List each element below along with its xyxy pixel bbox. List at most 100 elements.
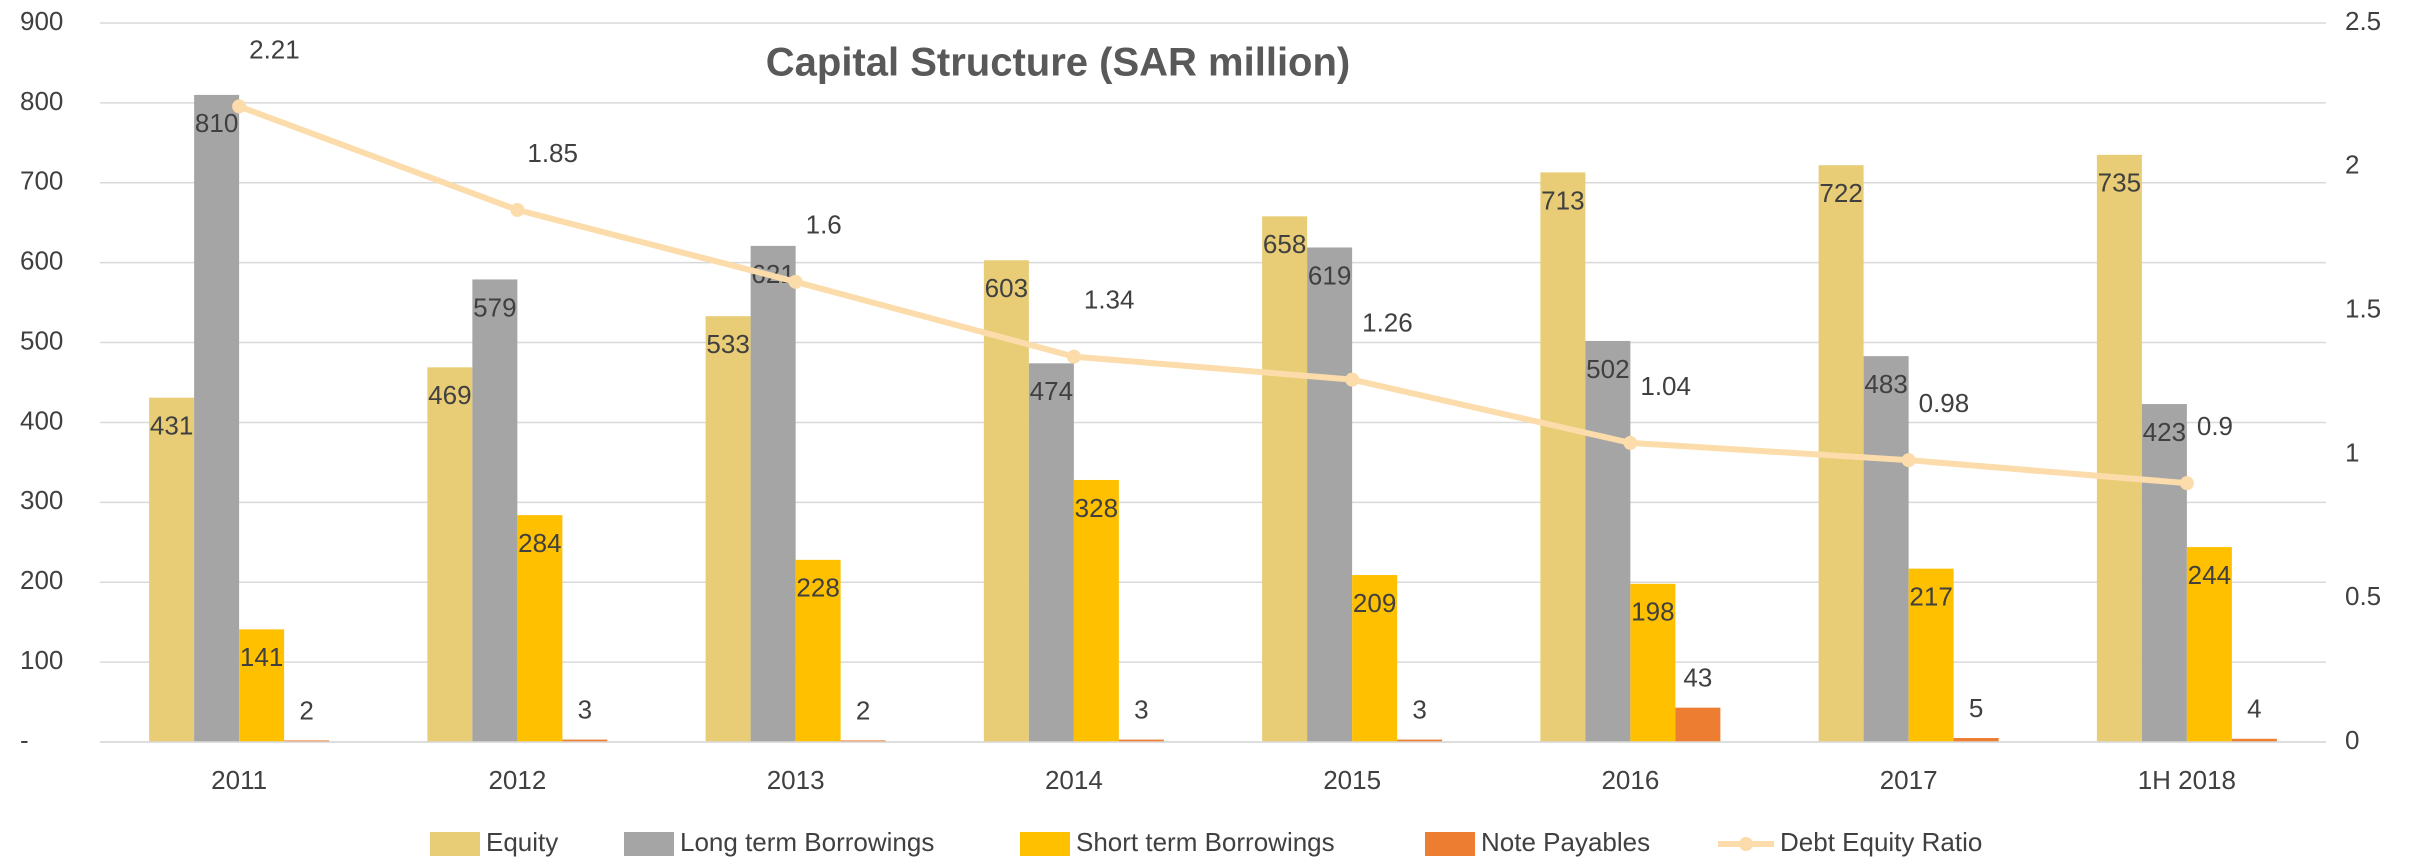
data-label: 810 [195, 108, 238, 138]
data-label: 619 [1308, 260, 1351, 290]
bar [795, 559, 841, 742]
data-label: 423 [2143, 417, 2186, 447]
data-label: 198 [1631, 597, 1674, 627]
y-tick-label: 800 [20, 86, 63, 116]
data-label: 1.85 [527, 138, 578, 168]
y2-tick-label: 0.5 [2345, 581, 2381, 611]
data-label: 328 [1075, 493, 1118, 523]
x-tick-label: 2012 [488, 765, 546, 795]
line [238, 103, 2188, 487]
data-label: 1.04 [1640, 371, 1691, 401]
line-point [2179, 476, 2194, 491]
data-label: 431 [150, 411, 193, 441]
y-tick-label: 300 [20, 485, 63, 515]
bar [2096, 154, 2142, 743]
data-label: 502 [1586, 354, 1629, 384]
bar [2186, 547, 2232, 742]
data-label: 284 [518, 528, 561, 558]
legend-swatch [624, 832, 674, 856]
data-label: 2 [856, 695, 870, 725]
data-label: 43 [1683, 663, 1712, 693]
data-label: 713 [1541, 185, 1584, 215]
bar [705, 316, 751, 742]
y-tick-label: 700 [20, 166, 63, 196]
data-label: 3 [1134, 694, 1148, 724]
data-label: 603 [985, 273, 1028, 303]
line-point [1345, 372, 1360, 387]
data-label: 209 [1353, 588, 1396, 618]
data-label: 735 [2098, 168, 2141, 198]
x-tick-label: 2015 [1323, 765, 1381, 795]
line-point [1066, 349, 1081, 364]
data-label: 4 [2247, 694, 2261, 724]
bar [194, 94, 240, 742]
data-label: 579 [473, 292, 516, 322]
x-tick-label: 1H 2018 [2138, 765, 2236, 795]
legend-label: Equity [486, 827, 558, 857]
data-label: 244 [2188, 560, 2231, 590]
y-tick-label: 200 [20, 565, 63, 595]
y2-tick-label: 1 [2345, 437, 2359, 467]
line-point [788, 274, 803, 289]
y-tick-label: - [20, 725, 29, 755]
data-label: 5 [1969, 693, 1983, 723]
y2-tick-label: 0 [2345, 725, 2359, 755]
bar [1028, 363, 1074, 742]
bar [517, 515, 563, 742]
data-label: 1.6 [806, 210, 842, 240]
bar [472, 279, 518, 742]
y2-tick-label: 2.5 [2345, 6, 2381, 36]
data-label: 1.34 [1084, 284, 1135, 314]
y2-tick-label: 2 [2345, 150, 2359, 180]
y-tick-label: 900 [20, 6, 63, 36]
chart-title: Capital Structure (SAR million) [766, 41, 1351, 85]
data-label: 0.98 [1919, 388, 1970, 418]
legend-label: Debt Equity Ratio [1780, 827, 1982, 857]
x-tick-label: 2016 [1601, 765, 1659, 795]
legend-swatch [430, 832, 480, 856]
bar [239, 629, 285, 742]
bar [1863, 356, 1909, 742]
y-tick-label: 600 [20, 246, 63, 276]
legend-swatch [1020, 832, 1070, 856]
data-label: 533 [706, 329, 749, 359]
y-tick-label: 400 [20, 405, 63, 435]
data-label: 469 [428, 380, 471, 410]
bar [1262, 216, 1308, 742]
line-point [510, 202, 525, 217]
bar [149, 397, 195, 742]
bar [1073, 479, 1119, 742]
bar [1953, 738, 1999, 742]
bar [1307, 247, 1353, 742]
data-label: 722 [1819, 178, 1862, 208]
bar [1630, 583, 1676, 742]
data-label: 228 [796, 573, 839, 603]
legend-swatch [1425, 832, 1475, 856]
data-label: 3 [578, 694, 592, 724]
legend-label: Note Payables [1481, 827, 1650, 857]
bar [1675, 707, 1721, 742]
bar [2231, 738, 2277, 742]
bar [2141, 404, 2187, 742]
bar [1118, 739, 1164, 742]
data-label: 0.9 [2197, 411, 2233, 441]
bar [1397, 739, 1443, 742]
bar [1540, 172, 1586, 743]
x-tick-label: 2011 [211, 765, 267, 795]
x-tick-label: 2017 [1880, 765, 1938, 795]
line-point [1623, 435, 1638, 450]
line-point [1901, 453, 1916, 468]
bar [562, 739, 608, 742]
data-label: 658 [1263, 229, 1306, 259]
data-label: 2 [299, 695, 313, 725]
y2-tick-label: 1.5 [2345, 293, 2381, 323]
bar [427, 367, 473, 742]
legend-label: Long term Borrowings [680, 827, 934, 857]
data-label: 217 [1909, 582, 1952, 612]
legend-swatch [1739, 837, 1753, 851]
x-tick-label: 2013 [767, 765, 825, 795]
data-label: 1.26 [1362, 307, 1413, 337]
y-tick-label: 500 [20, 325, 63, 355]
line-point [232, 99, 247, 114]
